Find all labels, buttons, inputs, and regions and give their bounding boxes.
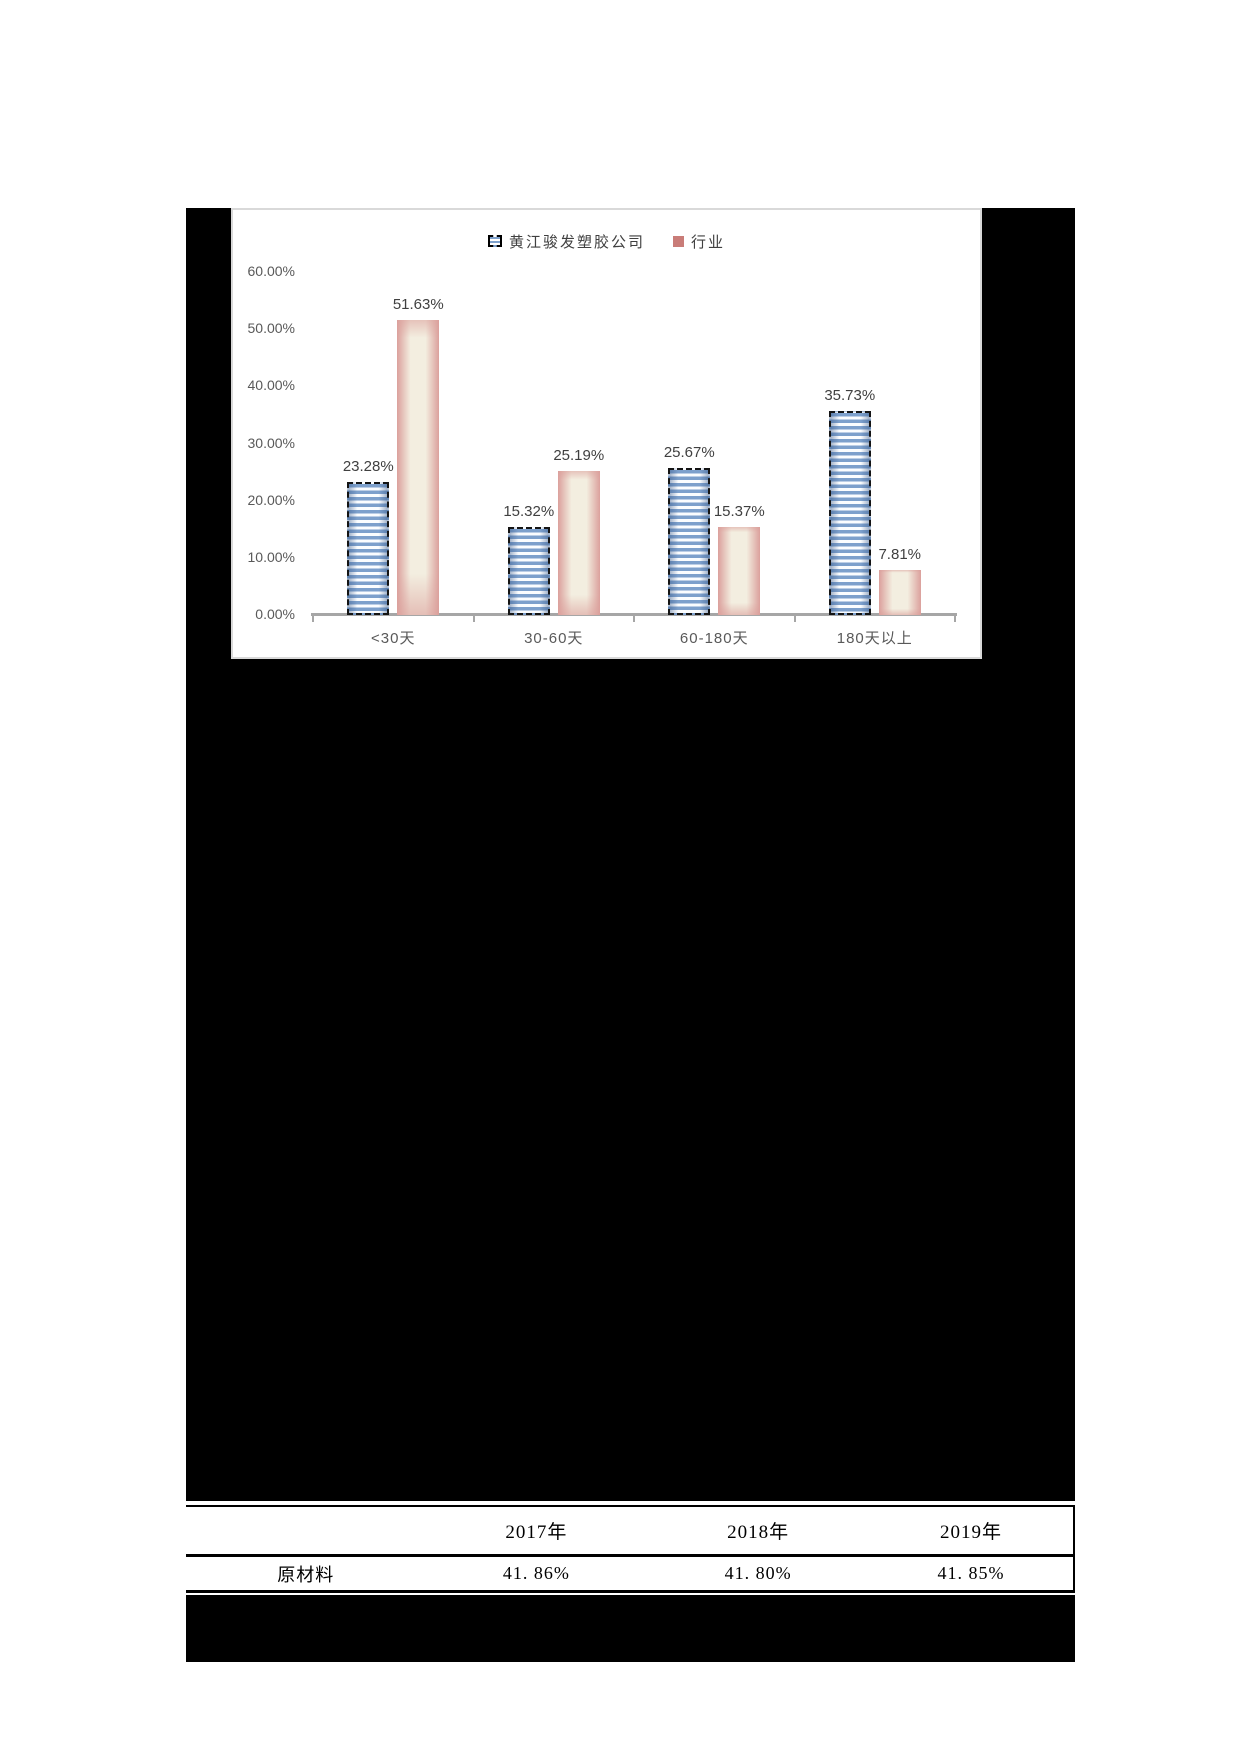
bar-company (828, 410, 871, 615)
bar-value-label: 25.19% (553, 447, 605, 465)
bar-value-label: 51.63% (392, 295, 444, 313)
table-data-row: 原材料 41. 86% 41. 80% 41. 85% (186, 1557, 1073, 1593)
bar-value-label: 23.28% (342, 457, 394, 475)
x-axis-category-label: 180天以上 (836, 630, 913, 647)
table-header-cell: 2019年 (939, 1522, 1002, 1543)
table-row-label: 原材料 (277, 1564, 335, 1585)
x-axis-category-label: 60-180天 (679, 630, 749, 647)
cost-ratio-table: 2017年 2018年 2019年原材料 41. 86% 41. 80% 41. 85% (186, 1505, 1075, 1593)
legend-label: 黄江骏发塑胶公司 (508, 233, 645, 251)
legend-company-swatch-icon (487, 235, 502, 247)
table-cell: 41. 85% (937, 1563, 1005, 1583)
chart-panel: 黄江骏发塑胶公司 行业 60.00% 50.00% 40.00% 30.00% 20.00… (231, 208, 982, 659)
redacted-content-block-bottom (186, 1595, 1075, 1662)
bar-value-label: 15.32% (503, 503, 555, 521)
x-axis-category-label: <30天 (371, 630, 416, 647)
bar-value-label: 15.37% (713, 503, 765, 521)
bar-industry (718, 527, 761, 615)
y-axis-tick-label: 10.00% (247, 548, 295, 565)
redacted-content-block: 黄江骏发塑胶公司 行业 60.00% 50.00% 40.00% 30.00% 20.00… (186, 208, 1075, 1501)
x-axis-tick-mark (633, 613, 635, 622)
table-header-cell: 2017年 (505, 1522, 568, 1543)
table-header-row: 2017年 2018年 2019年 (186, 1507, 1073, 1557)
table-cell: 41. 80% (724, 1563, 792, 1583)
legend-item-industry: 行业 (673, 231, 725, 252)
x-axis-category-label: 30-60天 (524, 630, 584, 647)
legend-item-company: 黄江骏发塑胶公司 (487, 231, 645, 252)
bar-company (668, 468, 711, 615)
x-axis-tick-mark (472, 613, 475, 622)
x-axis-tick-mark (954, 613, 956, 622)
chart-plot-area: 60.00% 50.00% 40.00% 30.00% 20.00% 10.00% 0.00… (233, 210, 980, 657)
legend-industry-swatch-icon (673, 235, 684, 247)
bar-value-label: 25.67% (663, 444, 715, 462)
y-axis-tick-label: 60.00% (247, 263, 295, 280)
bar-industry (397, 319, 440, 615)
bar-value-label: 7.81% (878, 546, 922, 564)
x-axis-tick-mark (312, 613, 314, 622)
y-axis-tick-label: 50.00% (247, 320, 295, 337)
bar-industry (557, 471, 600, 615)
bar-industry (878, 570, 921, 615)
bar-company (347, 481, 390, 615)
bar-company (507, 527, 550, 615)
legend-label: 行业 (691, 233, 726, 251)
y-axis-tick-label: 30.00% (247, 434, 295, 451)
table-cell: 41. 86% (502, 1563, 570, 1583)
x-axis-tick-mark (793, 613, 796, 622)
bar-value-label: 35.73% (824, 386, 876, 404)
chart-legend: 黄江骏发塑胶公司 行业 (233, 230, 980, 252)
table-header-cell: 2018年 (727, 1522, 790, 1543)
y-axis-tick-label: 20.00% (247, 491, 295, 508)
y-axis-tick-label: 40.00% (247, 377, 295, 394)
y-axis-tick-label: 0.00% (255, 606, 295, 622)
